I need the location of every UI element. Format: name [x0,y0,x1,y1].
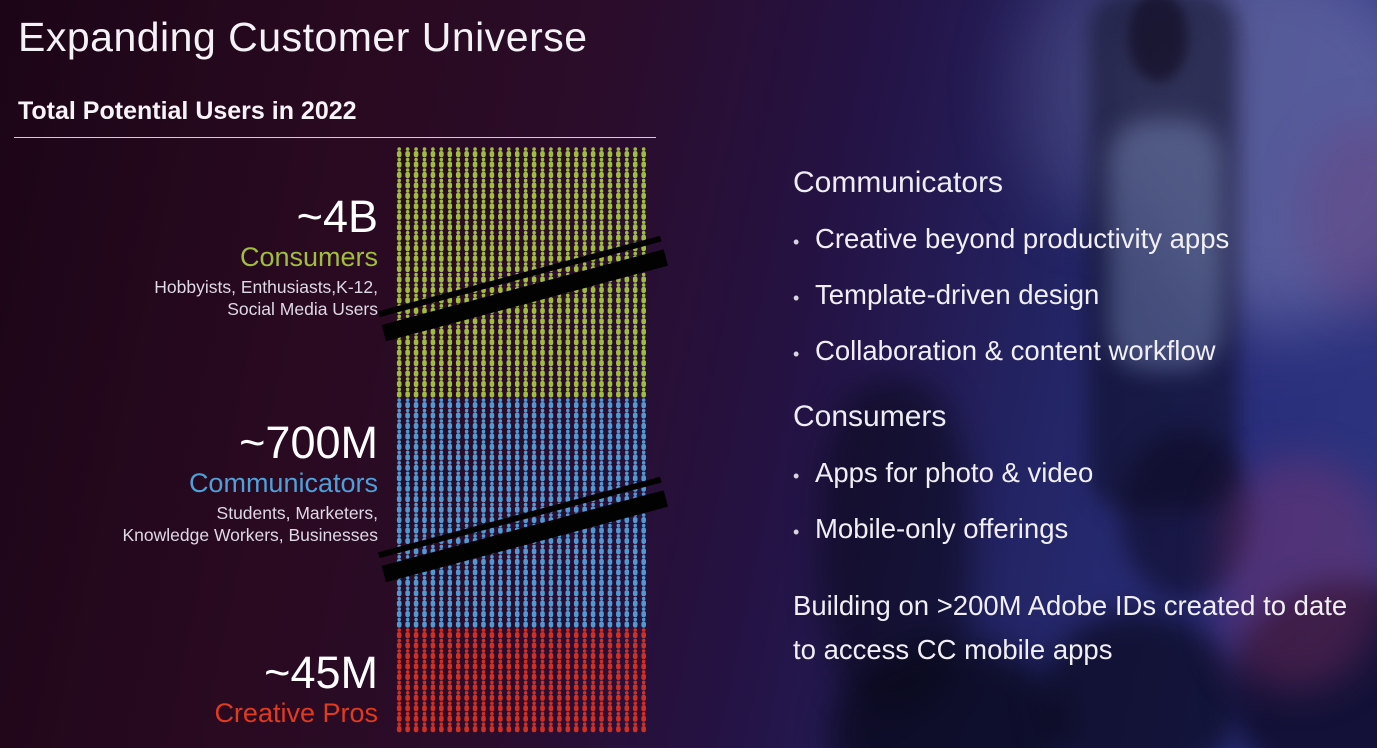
segment-value: ~4B [296,191,378,242]
bullet-text: Mobile-only offerings [815,513,1069,544]
pictogram-segment-creative-pros [396,628,646,733]
list-item: • Template-driven design [793,276,1371,314]
segment-value: ~45M [264,647,378,698]
segment-name: Communicators [188,468,378,498]
page-title: Expanding Customer Universe [18,14,588,60]
bullet-dot: • [793,522,800,542]
segment-description: Hobbyists, Enthusiasts,K-12, Social Medi… [40,276,378,320]
bullet-dot: • [793,232,800,252]
bullet-text: Collaboration & content workflow [815,335,1216,366]
segment-description-line: Hobbyists, Enthusiasts,K-12, [154,277,378,297]
pictogram-chart [377,147,669,735]
segment-label-creative-pros: ~45M Creative Pros [40,648,378,730]
segment-value: ~700M [239,417,378,468]
list-item: • Collaboration & content workflow [793,332,1371,370]
segment-description-line: Students, Marketers, [216,503,378,523]
segment-label-consumers: ~4B Consumers Hobbyists, Enthusiasts,K-1… [40,192,378,320]
presenter-head [1128,0,1188,82]
bullet-text: Template-driven design [815,279,1100,310]
list-item: • Mobile-only offerings [793,510,1371,548]
list-item: • Creative beyond productivity apps [793,220,1371,258]
section-consumers: Consumers • Apps for photo & video • Mob… [793,400,1371,548]
segment-name: Consumers [239,242,378,272]
page-subtitle: Total Potential Users in 2022 [18,97,357,125]
section-heading: Consumers [793,400,947,433]
segment-description: Students, Marketers, Knowledge Workers, … [40,502,379,546]
bullet-text: Creative beyond productivity apps [815,223,1230,254]
bullet-dot: • [793,344,800,364]
segment-description-line: Social Media Users [227,299,378,319]
bullet-dot: • [793,288,800,308]
detail-panel: Communicators • Creative beyond producti… [793,166,1371,672]
segment-description-line: Knowledge Workers, Businesses [122,525,379,545]
segment-name: Creative Pros [214,698,378,728]
section-heading: Communicators [793,166,1004,199]
subtitle-underline [14,137,656,138]
segment-label-communicators: ~700M Communicators Students, Marketers,… [40,417,379,546]
list-item: • Apps for photo & video [793,454,1371,492]
bullet-text: Apps for photo & video [815,457,1094,488]
footnote-adobe-ids: Building on >200M Adobe IDs created to d… [793,590,1348,665]
bullet-dot: • [793,466,800,486]
section-communicators: Communicators • Creative beyond producti… [793,166,1371,370]
